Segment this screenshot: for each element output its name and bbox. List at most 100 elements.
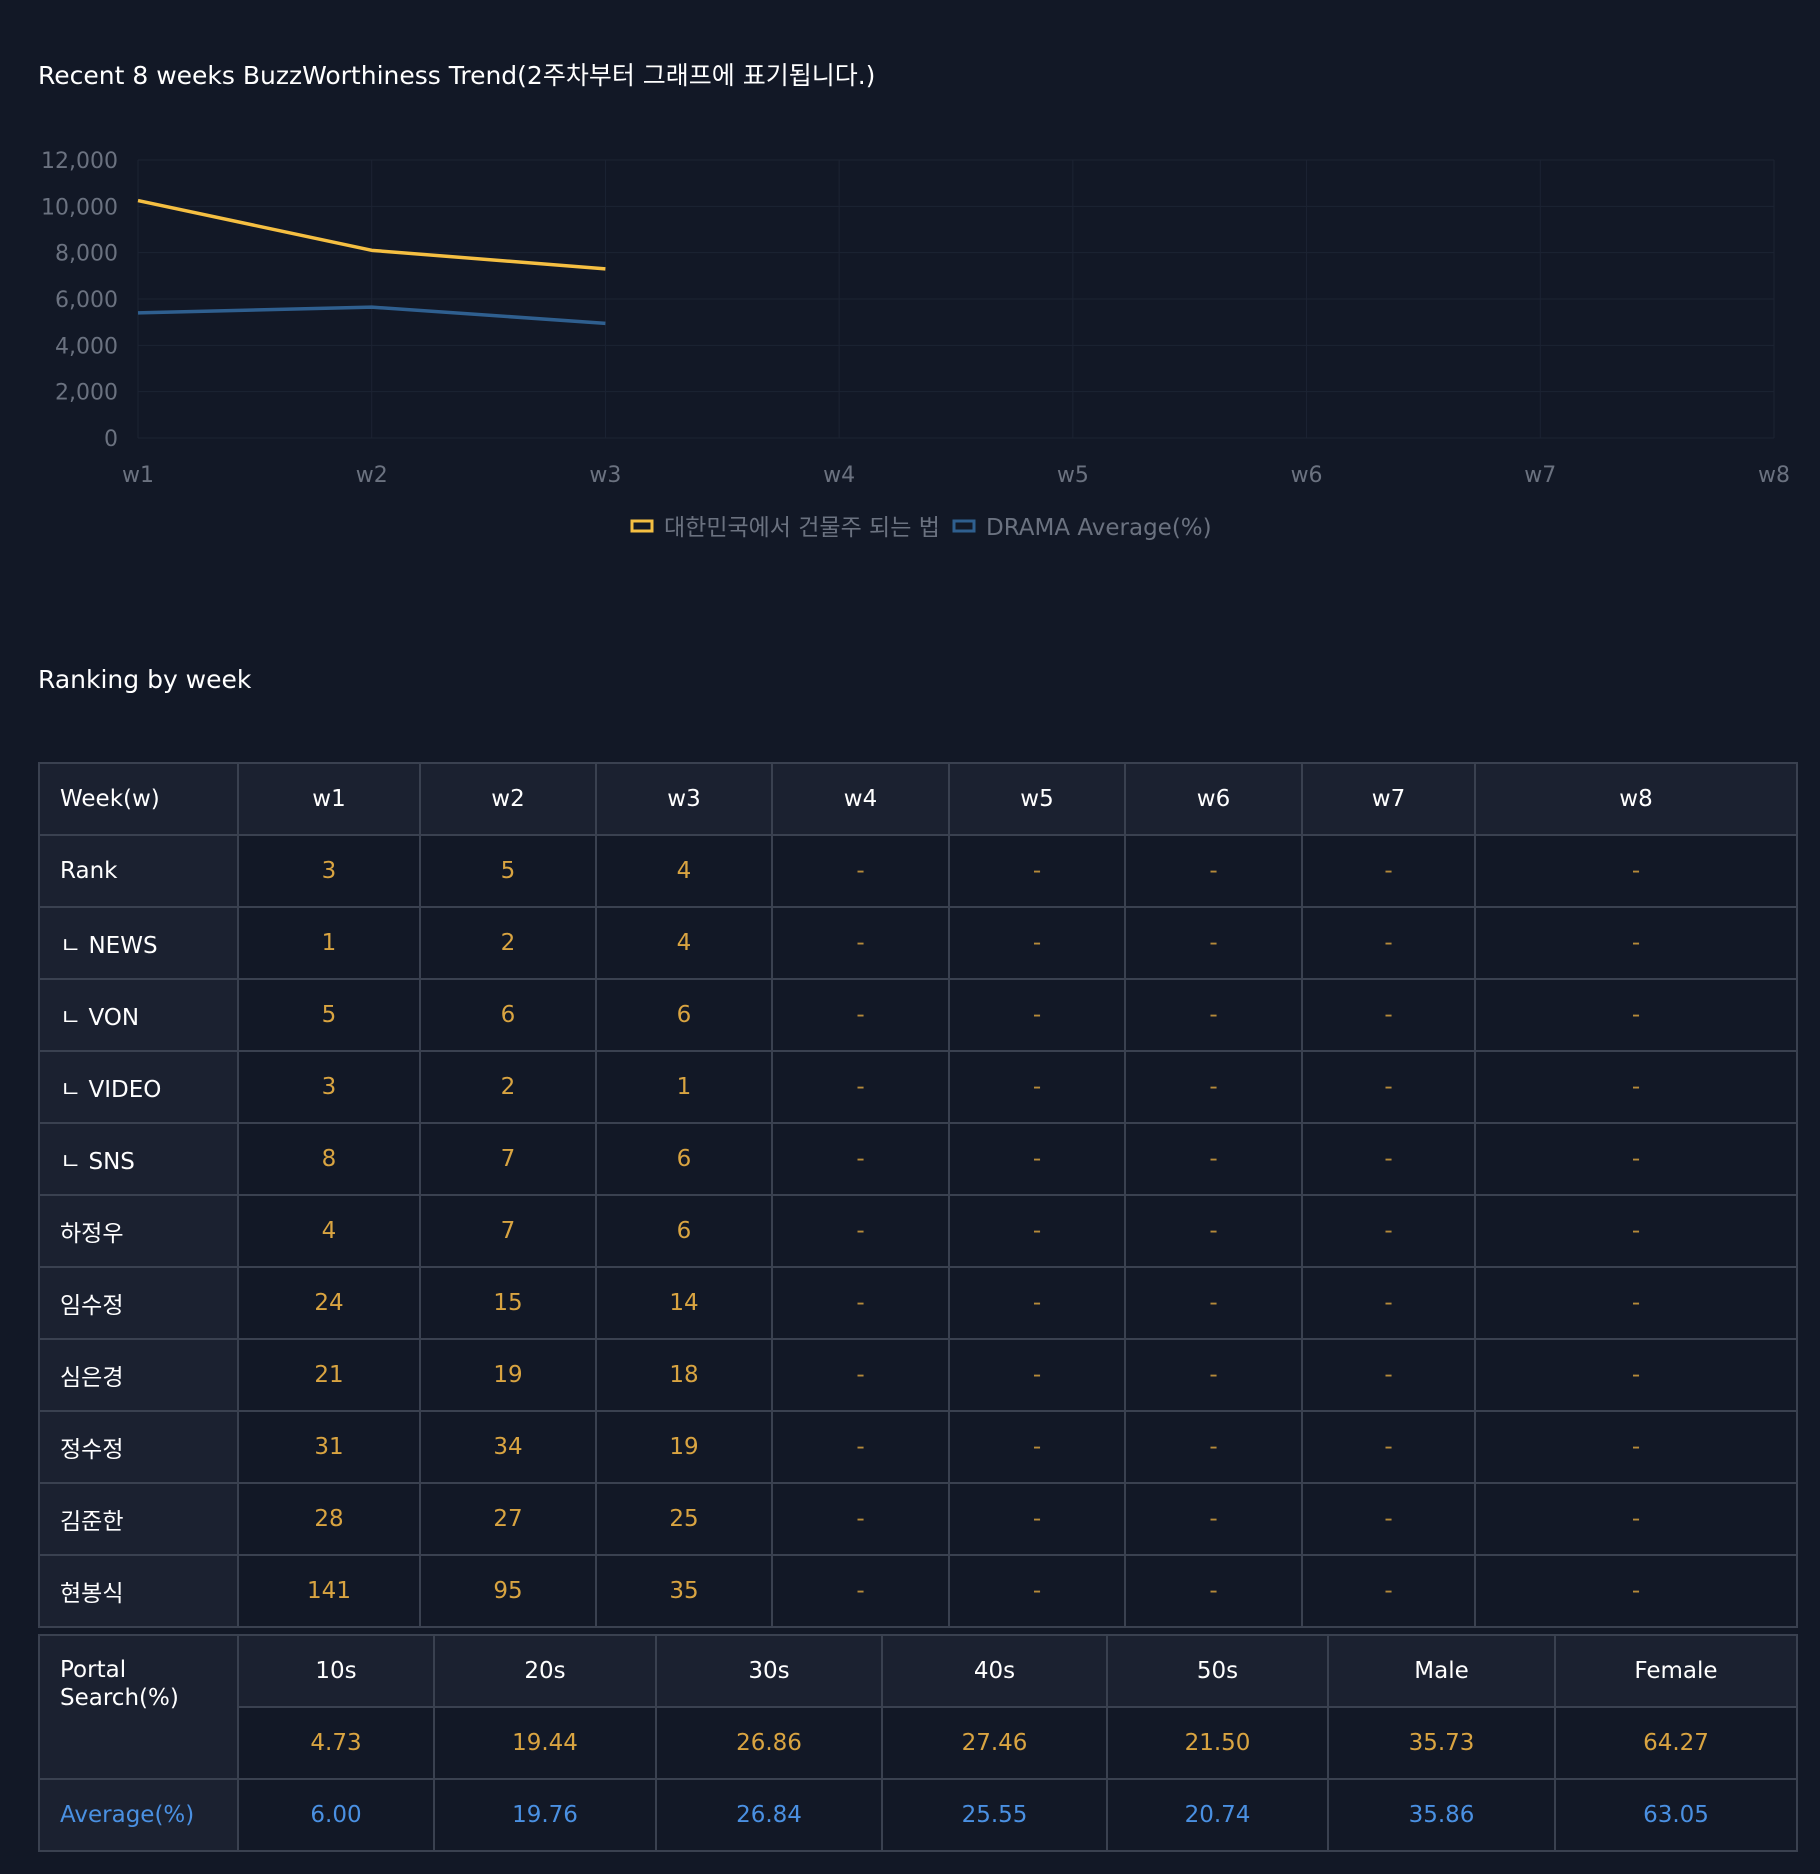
legend-swatch [952, 519, 976, 533]
rank-cell: - [948, 1122, 1126, 1196]
x-tick-label: w6 [1291, 463, 1323, 488]
y-tick-label: 6,000 [55, 288, 118, 313]
rank-cell: - [948, 1266, 1126, 1340]
table-row: ㄴ VON 5 6 6- - - - - [38, 978, 1798, 1052]
rank-cell: - [771, 1194, 950, 1268]
value-cell: 19.44 [433, 1706, 657, 1780]
row-label: 현봉식 [38, 1554, 239, 1628]
table-row: 현봉식 141 95 35- - - - - [38, 1554, 1798, 1628]
header-cell: 40s [881, 1634, 1108, 1708]
trend-chart: 0 2,000 4,000 6,000 8,000 10,000 12,000 w1 w2 w3 w… [41, 149, 1790, 541]
average-cell: 20.74 [1106, 1778, 1329, 1852]
x-tick-label: w2 [356, 463, 388, 488]
value-cell: 64.27 [1554, 1706, 1798, 1780]
series-line [137, 305, 606, 326]
rank-cell: 28 [237, 1482, 421, 1556]
header-cell: 50s [1106, 1634, 1329, 1708]
row-label: 정수정 [38, 1410, 239, 1484]
rank-cell: - [771, 1338, 950, 1412]
row-label: 김준한 [38, 1482, 239, 1556]
rank-cell: 4 [595, 906, 773, 980]
rank-cell: - [948, 1338, 1126, 1412]
rank-cell: - [1124, 1338, 1303, 1412]
rank-cell: 3 [237, 1050, 421, 1124]
row-label: 심은경 [38, 1338, 239, 1412]
header-cell: w8 [1474, 762, 1798, 836]
portal-search-header-row: Portal Search(%) 10s 20s 30s 40s 50s Mal… [38, 1634, 1798, 1780]
table-row: 심은경 21 19 18- - - - - [38, 1338, 1798, 1412]
rank-cell: 3 [237, 834, 421, 908]
rank-cell: - [1474, 1554, 1798, 1628]
rank-cell: 95 [419, 1554, 597, 1628]
rank-cell: - [1301, 1554, 1476, 1628]
rank-cell: - [1124, 1266, 1303, 1340]
ranking-table: Week(w) w1 w2 w3 w4 w5 w6 w7 w8 Rank 3 5 4-… [38, 762, 1798, 1628]
rank-cell: - [771, 1266, 950, 1340]
rank-cell: 27 [419, 1482, 597, 1556]
header-cell: Week(w) [38, 762, 239, 836]
average-label: Average(%) [38, 1778, 239, 1852]
rank-cell: - [771, 1122, 950, 1196]
rank-cell: 5 [237, 978, 421, 1052]
legend-label: DRAMA Average(%) [986, 515, 1212, 541]
table-row: 김준한 28 27 25- - - - - [38, 1482, 1798, 1556]
rank-cell: - [1474, 1410, 1798, 1484]
legend-swatch [630, 519, 654, 533]
rank-cell: - [771, 1554, 950, 1628]
rank-cell: - [948, 1554, 1126, 1628]
rank-cell: - [1124, 1410, 1303, 1484]
rank-cell: - [1301, 1338, 1476, 1412]
rank-cell: 21 [237, 1338, 421, 1412]
value-cell: 27.46 [881, 1706, 1108, 1780]
rank-cell: - [1474, 1194, 1798, 1268]
table-row: 임수정 24 15 14- - - - - [38, 1266, 1798, 1340]
value-cell: 21.50 [1106, 1706, 1329, 1780]
header-cell: Male [1327, 1634, 1556, 1708]
rank-cell: - [771, 1482, 950, 1556]
header-cell: Female [1554, 1634, 1798, 1708]
rank-cell: - [771, 906, 950, 980]
value-cell: 35.73 [1327, 1706, 1556, 1780]
rank-cell: - [1301, 1050, 1476, 1124]
rank-cell: 19 [419, 1338, 597, 1412]
rank-cell: - [1301, 834, 1476, 908]
table-row: ㄴ NEWS 1 2 4- - - - - [38, 906, 1798, 980]
rank-cell: 6 [595, 1122, 773, 1196]
x-tick-label: w7 [1524, 463, 1556, 488]
rank-cell: - [1301, 978, 1476, 1052]
average-cell: 26.84 [655, 1778, 883, 1852]
rank-cell: - [1301, 1266, 1476, 1340]
rank-cell: - [771, 834, 950, 908]
header-cell: 20s [433, 1634, 657, 1708]
y-tick-label: 0 [104, 427, 118, 452]
y-tick-label: 10,000 [41, 195, 118, 220]
rank-cell: 4 [237, 1194, 421, 1268]
y-tick-label: 2,000 [55, 381, 118, 406]
average-cell: 6.00 [237, 1778, 435, 1852]
rank-cell: - [1301, 1410, 1476, 1484]
rank-cell: - [948, 834, 1126, 908]
average-cell: 19.76 [433, 1778, 657, 1852]
rank-cell: - [1474, 1338, 1798, 1412]
rank-cell: - [1474, 1050, 1798, 1124]
rank-cell: 19 [595, 1410, 773, 1484]
rank-cell: - [771, 1410, 950, 1484]
rank-cell: - [1474, 978, 1798, 1052]
rank-cell: - [1124, 1122, 1303, 1196]
rank-cell: 141 [237, 1554, 421, 1628]
table-row: ㄴ SNS 8 7 6- - - - - [38, 1122, 1798, 1196]
row-label: ㄴ NEWS [38, 906, 239, 980]
rank-cell: - [1124, 1554, 1303, 1628]
y-tick-label: 12,000 [41, 149, 118, 174]
header-cell: w6 [1124, 762, 1303, 836]
rank-cell: 4 [595, 834, 773, 908]
portal-search-label: Portal Search(%) [38, 1634, 239, 1780]
rank-cell: - [1124, 978, 1303, 1052]
rank-cell: 1 [595, 1050, 773, 1124]
value-cell: 26.86 [655, 1706, 883, 1780]
rank-cell: - [1124, 1050, 1303, 1124]
rank-cell: - [948, 978, 1126, 1052]
portal-search-values-row: 4.73 19.44 26.86 27.46 21.50 35.73 64.27 [39, 1706, 1798, 1780]
ranking-body: Rank 3 5 4- - - - - ㄴ NEWS 1 2 4- - - - - ㄴ VON 5 6 6- - - - - ㄴ… [38, 834, 1798, 1628]
